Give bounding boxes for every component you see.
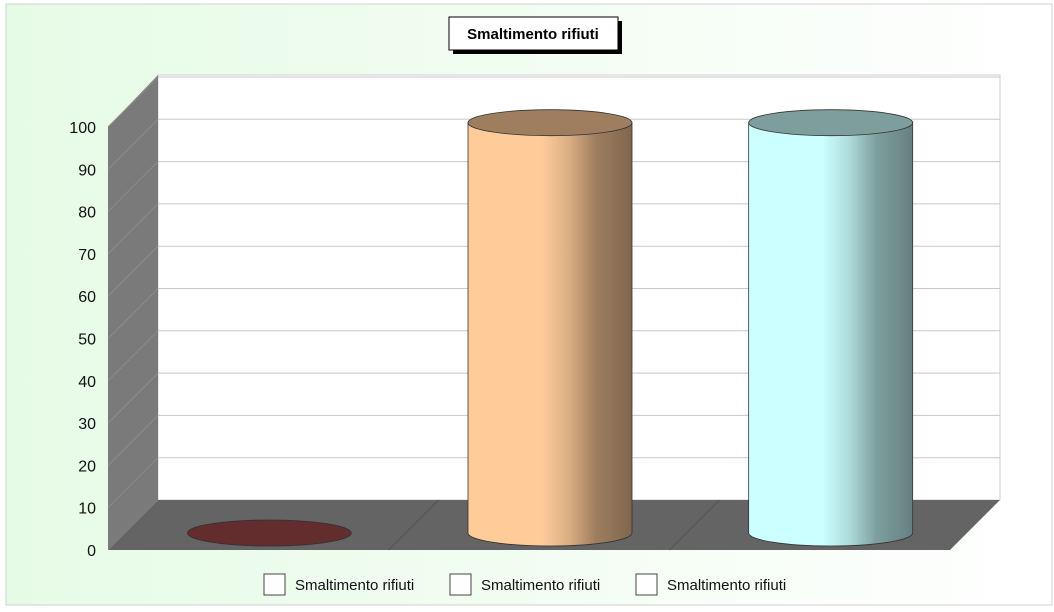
y-tick-label: 90 (78, 162, 96, 179)
cylinder-top (186, 519, 352, 547)
legend-label: Smaltimento rifiuti (481, 577, 600, 594)
y-tick-label: 70 (78, 247, 96, 264)
bar-2 (467, 109, 633, 547)
side-gridline (107, 457, 159, 509)
side-gridline (107, 288, 159, 339)
legend-item-2: Smaltimento rifiuti (449, 573, 600, 596)
legend: Smaltimento rifiuti Smaltimento rifiuti Sm… (263, 573, 786, 596)
y-tick-label: 20 (78, 458, 96, 475)
bar-3 (748, 109, 914, 547)
side-gridline (107, 330, 159, 382)
legend-item-1: Smaltimento rifiuti (263, 573, 414, 596)
bar-1 (186, 519, 352, 547)
legend-swatch (263, 573, 286, 596)
y-tick-label: 80 (78, 205, 96, 222)
y-tick-label: 0 (87, 543, 96, 560)
side-gridline (107, 372, 159, 424)
cylinder-body (467, 122, 633, 547)
side-gridline (107, 203, 159, 255)
side-gridline (107, 76, 159, 128)
chart-title-box: Smaltimento rifiuti (448, 16, 622, 54)
side-wall (108, 75, 158, 550)
chart-title: Smaltimento rifiuti (467, 26, 599, 43)
y-tick-label: 30 (78, 416, 96, 433)
legend-swatch (449, 573, 472, 596)
legend-item-3: Smaltimento rifiuti (635, 573, 786, 596)
side-gridline (107, 415, 159, 466)
cylinder-top (467, 109, 633, 137)
y-tick-label: 10 (78, 501, 96, 518)
side-gridline (107, 245, 159, 297)
legend-swatch (635, 573, 658, 596)
y-axis: 0 10 20 30 40 50 60 70 80 90 100 (69, 120, 96, 560)
side-gridline (107, 161, 159, 212)
y-tick-label: 50 (78, 332, 96, 349)
y-tick-label: 40 (78, 374, 96, 391)
cylinder-top (748, 109, 914, 137)
cylinder-body (748, 122, 914, 547)
legend-label: Smaltimento rifiuti (667, 577, 786, 594)
bars (186, 109, 914, 547)
y-tick-label: 100 (69, 120, 96, 137)
floor-divider (388, 499, 440, 551)
y-tick-label: 60 (78, 289, 96, 306)
legend-label: Smaltimento rifiuti (295, 577, 414, 594)
floor-divider (668, 499, 720, 551)
side-gridline (107, 118, 159, 170)
